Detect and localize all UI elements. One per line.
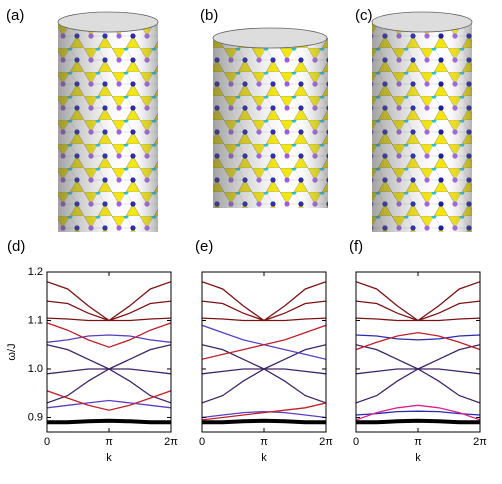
band-line xyxy=(47,334,171,343)
band-line xyxy=(356,331,480,351)
panel-label: (e) xyxy=(195,238,213,255)
band-line xyxy=(356,418,480,425)
panel-label: (a) xyxy=(6,7,24,24)
band-line xyxy=(47,317,171,322)
x-tick-label: 2π xyxy=(164,436,178,448)
band-line xyxy=(202,410,326,419)
band-line xyxy=(47,368,171,404)
x-tick-label: 2π xyxy=(473,436,487,448)
band-line xyxy=(47,281,171,322)
y-tick-label: 0.9 xyxy=(28,411,43,423)
panel-label: (c) xyxy=(355,7,373,24)
band-line xyxy=(202,324,326,360)
x-axis-label: k xyxy=(261,452,267,464)
band-line xyxy=(356,410,480,416)
band-line xyxy=(202,418,326,425)
nanotube xyxy=(212,27,328,208)
x-axis-label: k xyxy=(106,452,112,464)
panel-label: (d) xyxy=(7,238,25,255)
y-tick-label: 1.0 xyxy=(28,363,43,375)
band-line xyxy=(356,317,480,322)
band-line xyxy=(47,390,171,411)
x-tick-label: 2π xyxy=(319,436,333,448)
band-line xyxy=(356,334,480,341)
x-tick-label: π xyxy=(105,436,113,448)
band-line xyxy=(356,404,480,421)
y-tick-label: 1.2 xyxy=(28,266,43,278)
x-tick-label: π xyxy=(414,436,422,448)
band-line xyxy=(356,300,480,322)
x-tick-label: 0 xyxy=(44,436,50,448)
band-line xyxy=(202,281,326,322)
x-tick-label: 0 xyxy=(353,436,359,448)
band-line xyxy=(47,300,171,322)
band-line xyxy=(47,322,171,348)
band-line xyxy=(202,402,326,421)
plot-frame xyxy=(355,271,481,433)
y-axis-label: ω/J xyxy=(6,343,18,360)
plot-frame xyxy=(201,271,327,433)
x-tick-label: 0 xyxy=(199,436,205,448)
x-axis-label: k xyxy=(415,452,421,464)
band-line xyxy=(356,344,480,370)
band-line xyxy=(202,368,326,404)
plot-frame xyxy=(46,271,172,433)
band-line xyxy=(356,368,480,404)
band-line xyxy=(202,324,326,360)
band-line xyxy=(356,281,480,322)
band-line xyxy=(47,344,171,370)
band-line xyxy=(202,300,326,322)
panel-label: (b) xyxy=(200,7,218,24)
band-line xyxy=(47,418,171,425)
nanotube xyxy=(371,11,473,232)
band-line xyxy=(202,317,326,322)
panel-label: (f) xyxy=(349,238,363,255)
y-tick-label: 1.1 xyxy=(28,314,43,326)
band-line xyxy=(202,344,326,370)
band-line xyxy=(47,399,171,409)
x-tick-label: π xyxy=(260,436,268,448)
nanotube xyxy=(57,11,159,232)
nanotubes xyxy=(57,11,473,232)
